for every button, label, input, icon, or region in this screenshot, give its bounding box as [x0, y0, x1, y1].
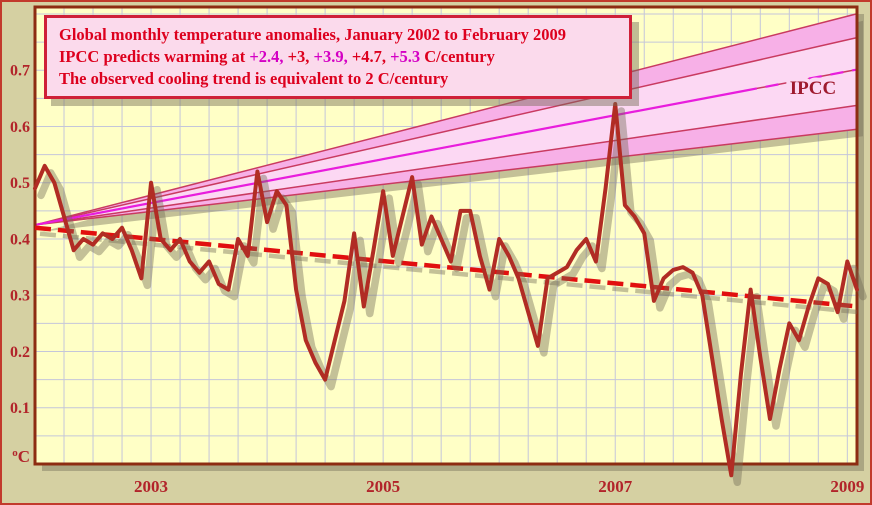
ipcc-fan-edge: [34, 104, 858, 226]
y-axis-unit-label: oC: [12, 447, 30, 466]
x-axis-tick-label: 2009: [830, 477, 864, 496]
legend-line2-segment: C/century: [420, 46, 495, 66]
ipcc-fan-label: IPCC: [790, 78, 836, 99]
x-axis-tick-label: 2007: [598, 477, 633, 496]
plot-border: [33, 5, 859, 466]
ipcc-center-line-dashed: [743, 68, 858, 92]
y-axis-tick-label: 0.3: [10, 288, 30, 305]
legend-line1: Global monthly temperature anomalies, Ja…: [59, 25, 567, 44]
y-axis-tick-label: 0.6: [10, 119, 30, 136]
y-axis-tick-label: 0.7: [10, 63, 30, 80]
y-axis-tick-label: 0.5: [10, 175, 30, 192]
legend-line2-segment: +3,: [283, 46, 314, 66]
y-axis-tick-label: 0.4: [10, 231, 30, 248]
legend-line2: IPCC predicts warming at +2.4, +3, +3.9,…: [59, 46, 617, 68]
y-axis-tick-label: 0.1: [10, 400, 30, 417]
legend-line2-segment: IPCC predicts warming at: [59, 46, 250, 66]
legend-line2-segment: +3.9,: [313, 46, 348, 66]
legend-line3: The observed cooling trend is equivalent…: [59, 68, 449, 88]
legend-line2-segment: +4.7,: [347, 46, 391, 66]
ipcc-fan-edge: [34, 36, 858, 226]
ipcc-fan-edge: [34, 128, 858, 226]
ipcc-fan-edge: [34, 13, 858, 226]
y-axis-tick-label: 0.2: [10, 344, 30, 361]
observed-anomaly-line: [33, 101, 859, 478]
legend-line2-segment: +2.4,: [249, 46, 284, 66]
legend-line2-segment: +5.3: [390, 46, 421, 66]
x-axis-tick-label: 2005: [366, 477, 400, 496]
x-axis-tick-label: 2003: [134, 477, 168, 496]
chart-legend-box: Global monthly temperature anomalies, Ja…: [44, 15, 632, 100]
